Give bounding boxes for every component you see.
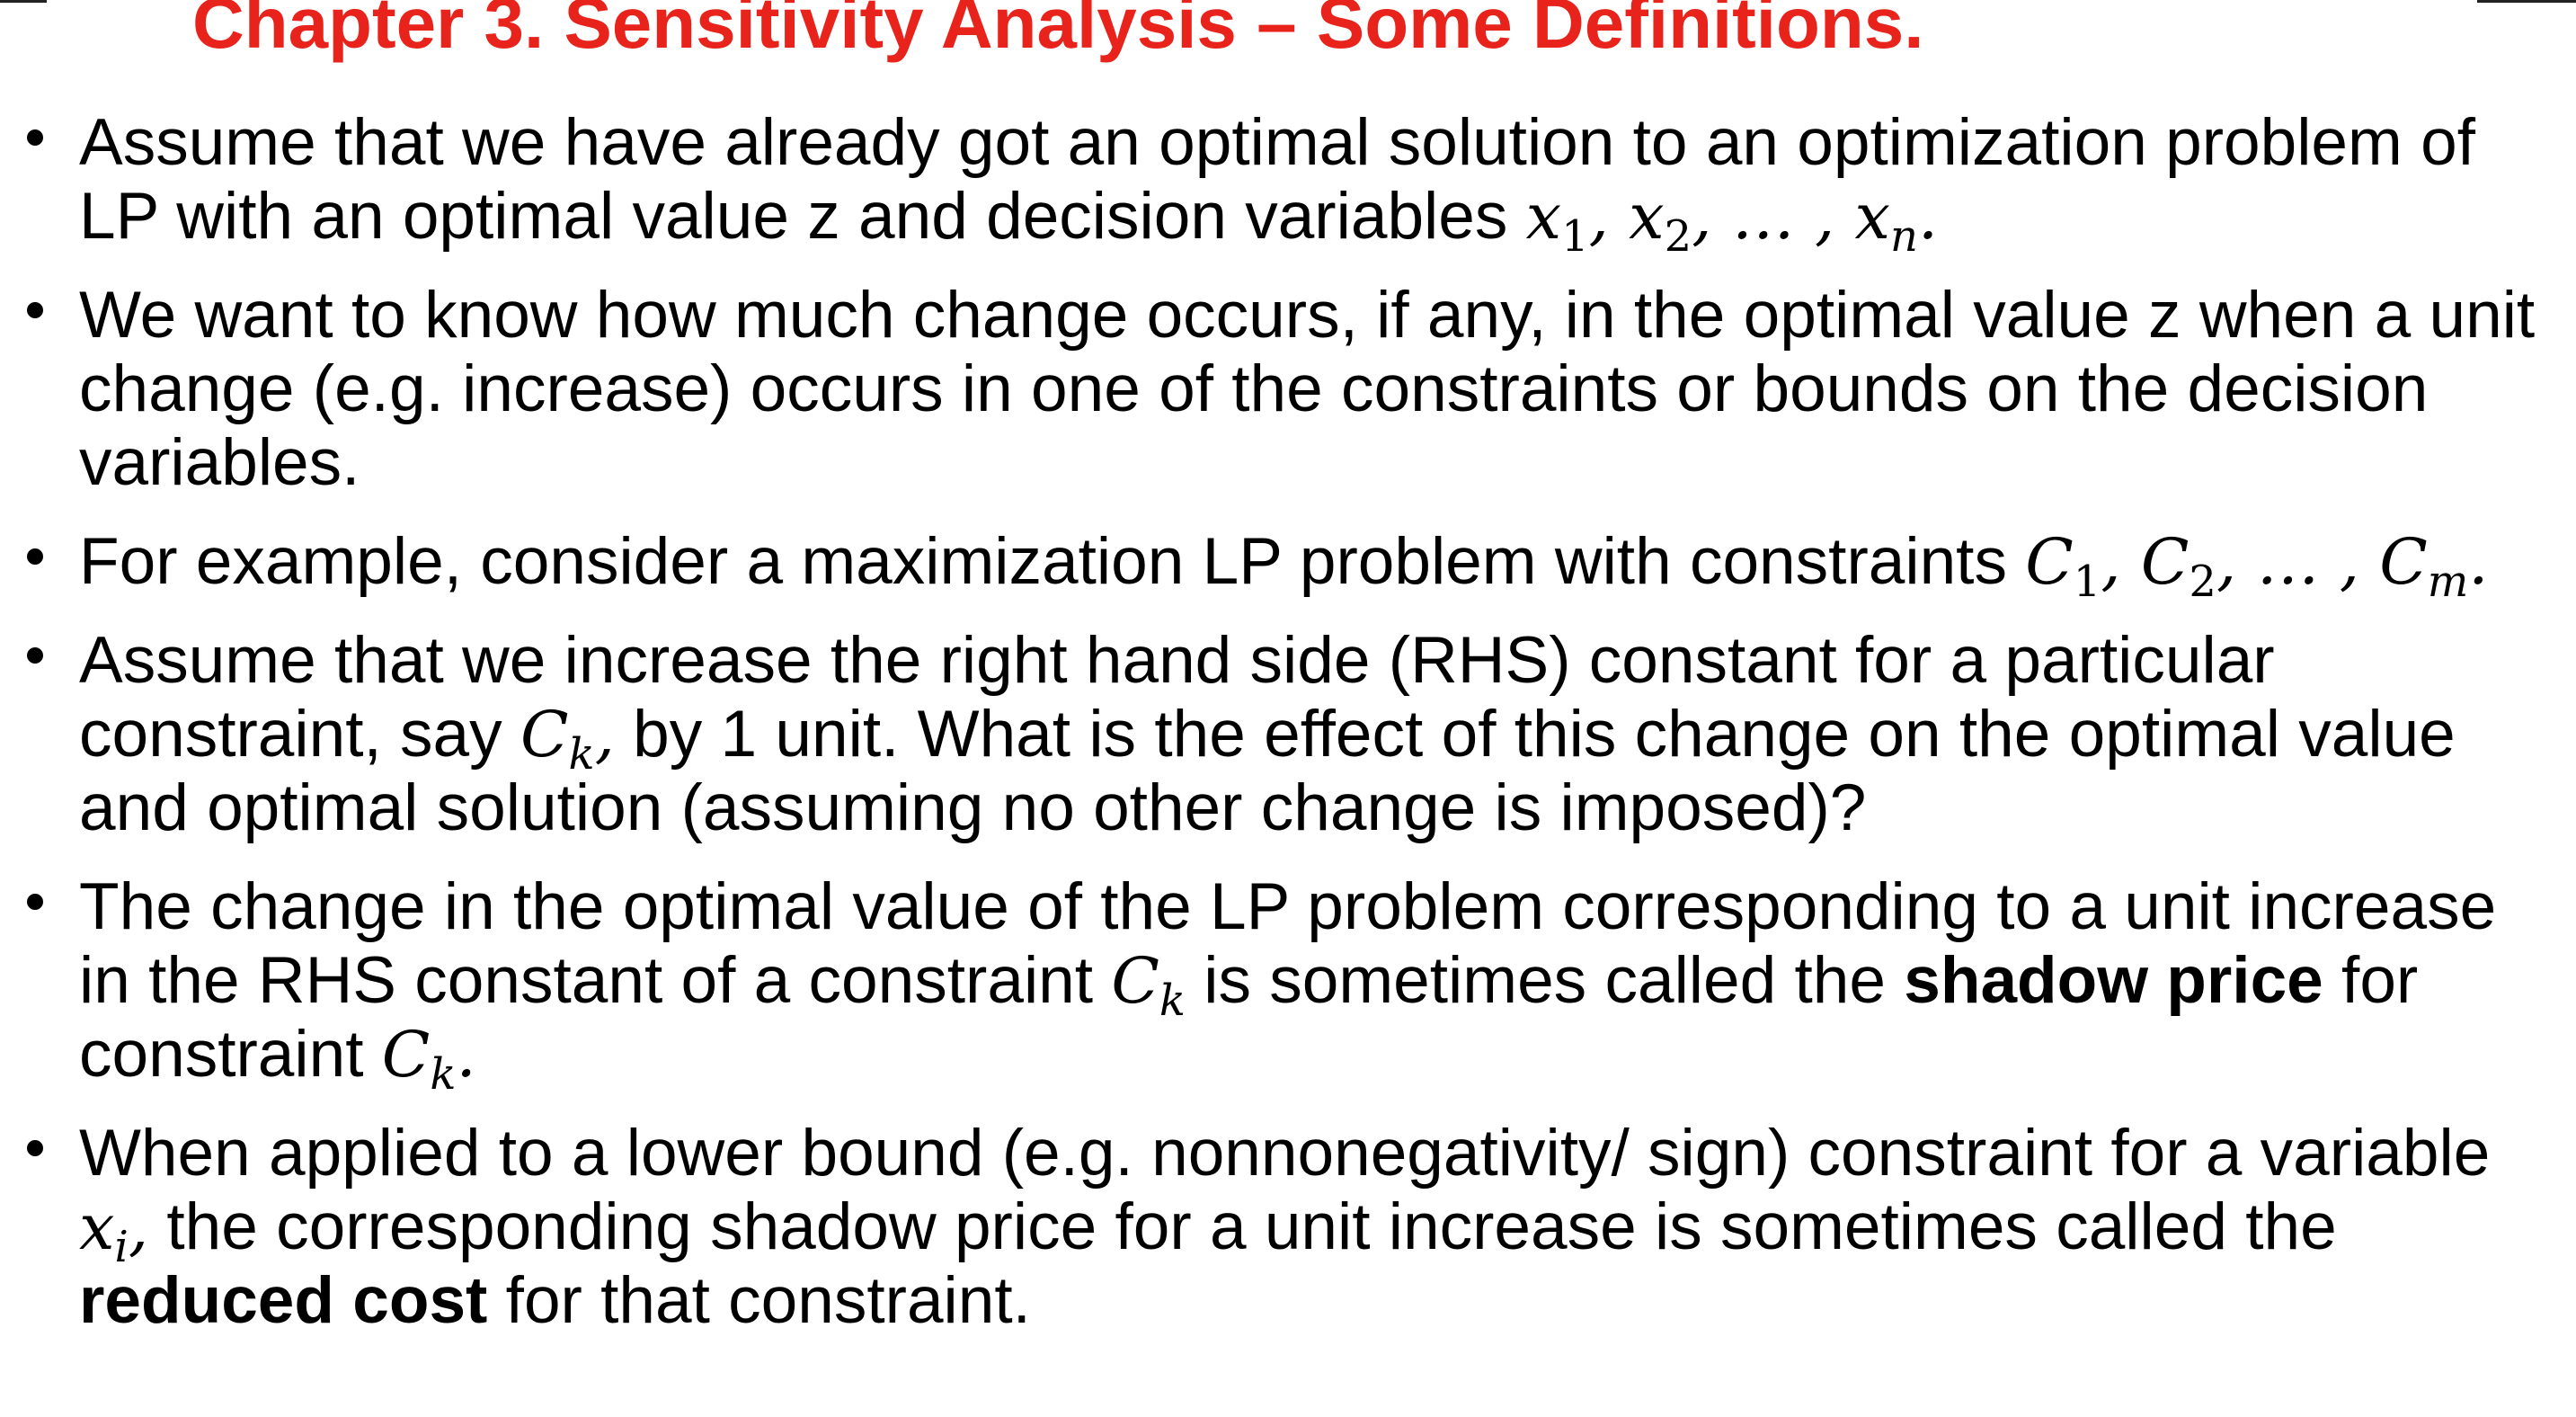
bullet-item-6: When applied to a lower bound (e.g. nonn…	[0, 1117, 2560, 1338]
bullet-text: for that constraint.	[487, 1264, 1031, 1337]
bullet-dot	[27, 129, 43, 146]
bullet-dot	[27, 302, 43, 318]
top-left-edge-mark	[0, 0, 47, 3]
math-expression: xi,	[79, 1190, 149, 1272]
bullet-text: When applied to a lower bound (e.g. nonn…	[79, 1117, 2491, 1190]
bullet-text: The change in the optimal value of the L…	[79, 870, 2497, 1017]
slide-title: Chapter 3. Sensitivity Analysis – Some D…	[192, 0, 1924, 63]
bullet-text: is sometimes called the	[1185, 944, 1905, 1017]
bullet-item-4: Assume that we increase the right hand s…	[0, 624, 2560, 845]
bullet-dot	[27, 894, 43, 910]
bullet-text: Assume that we increase the right hand s…	[79, 624, 2275, 771]
bullet-list: Assume that we have already got an optim…	[0, 106, 2576, 1363]
bullet-text: Assume that we have already got an optim…	[79, 106, 2475, 253]
top-right-edge-mark	[2477, 0, 2576, 3]
bullet-dot	[27, 548, 43, 565]
math-expression: Ck.	[381, 1018, 476, 1100]
bullet-text: the corresponding shadow price for a uni…	[148, 1190, 2337, 1263]
bullet-item-5: The change in the optimal value of the L…	[0, 870, 2560, 1100]
math-expression: Ck,	[520, 698, 615, 780]
bullet-item-1: Assume that we have already got an optim…	[0, 106, 2560, 262]
bullet-text: for constraint	[79, 944, 2419, 1091]
bullet-text: by 1 unit. What is the effect of this ch…	[79, 698, 2456, 844]
math-expression: C1, C2, … , Cm.	[2025, 525, 2489, 607]
bullet-dot	[27, 647, 43, 664]
bullet-dot	[27, 1140, 43, 1156]
math-expression: x1, x2, … , xn.	[1525, 180, 1939, 262]
bullet-item-3: For example, consider a maximization LP …	[0, 525, 2560, 607]
bullet-item-2: We want to know how much change occurs, …	[0, 279, 2560, 500]
bullet-text: For example, consider a maximization LP …	[79, 525, 2026, 598]
bullet-text: We want to know how much change occurs, …	[79, 279, 2536, 499]
bold-term-reduced-cost: reduced cost	[79, 1264, 488, 1337]
math-expression: Ck	[1111, 944, 1186, 1026]
bold-term-shadow-price: shadow price	[1904, 944, 2323, 1017]
